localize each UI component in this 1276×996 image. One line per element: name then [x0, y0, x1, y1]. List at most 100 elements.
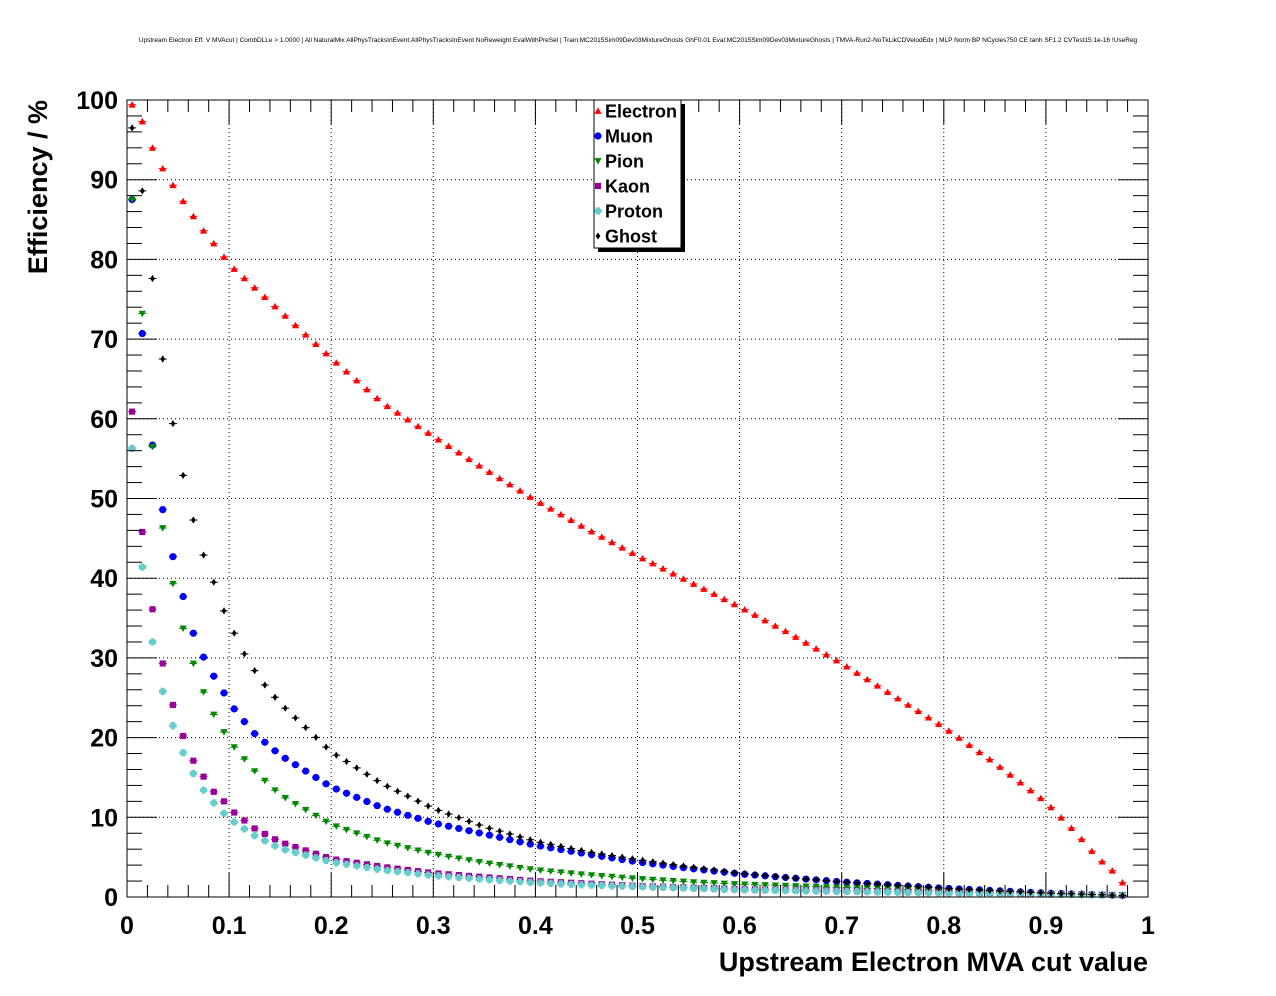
point-marker: [1089, 890, 1095, 899]
point-marker: [741, 886, 749, 894]
x-tick-label: 0.3: [416, 912, 451, 940]
point-marker: [812, 645, 820, 652]
point-marker: [935, 889, 943, 897]
point-marker: [190, 757, 197, 764]
point-marker: [210, 672, 218, 680]
point-marker: [792, 633, 800, 640]
point-marker: [935, 720, 943, 727]
point-marker: [720, 885, 728, 893]
y-tick-label: 70: [90, 326, 118, 354]
point-marker: [649, 883, 657, 891]
point-marker: [465, 857, 473, 864]
point-marker: [476, 821, 482, 829]
point-marker: [434, 436, 443, 443]
point-marker: [189, 629, 197, 637]
point-marker: [506, 877, 514, 885]
point-marker: [536, 879, 545, 887]
y-tick-label: 60: [90, 406, 118, 434]
point-marker: [261, 293, 269, 301]
point-marker: [272, 693, 278, 701]
point-marker: [312, 340, 320, 348]
point-marker: [170, 419, 176, 428]
point-marker: [843, 663, 851, 670]
point-marker: [710, 590, 718, 598]
point-marker: [241, 817, 248, 824]
x-tick-label: 0.9: [1029, 912, 1064, 940]
point-marker: [594, 107, 602, 114]
point-marker: [128, 101, 136, 108]
point-marker: [690, 884, 698, 892]
point-marker: [414, 847, 422, 854]
point-marker: [669, 878, 677, 885]
point-marker: [649, 559, 657, 567]
point-marker: [169, 722, 177, 730]
point-marker: [792, 887, 800, 895]
point-marker: [741, 881, 749, 889]
point-marker: [475, 858, 483, 866]
point-marker: [1038, 889, 1044, 897]
point-marker: [373, 837, 381, 844]
point-marker: [547, 879, 555, 887]
point-marker: [303, 724, 309, 732]
point-marker: [179, 197, 187, 205]
point-marker: [965, 889, 973, 897]
point-marker: [594, 207, 602, 215]
point-marker: [1120, 891, 1125, 900]
point-marker: [781, 627, 790, 635]
point-marker: [373, 394, 381, 402]
axis-ticks: [126, 99, 1149, 898]
point-marker: [436, 806, 441, 814]
point-marker: [812, 883, 820, 891]
point-marker: [864, 879, 870, 888]
point-marker: [1037, 794, 1045, 802]
point-marker: [211, 578, 217, 586]
point-marker: [199, 689, 208, 696]
point-marker: [1098, 858, 1106, 865]
point-marker: [291, 800, 300, 808]
point-marker: [240, 756, 249, 763]
point-marker: [446, 810, 451, 818]
point-marker: [691, 863, 696, 871]
point-marker: [230, 818, 238, 826]
point-marker: [547, 505, 555, 512]
point-marker: [1006, 771, 1014, 778]
point-marker: [936, 884, 942, 892]
point-marker: [485, 876, 494, 884]
point-marker: [568, 844, 574, 853]
point-marker: [526, 493, 534, 500]
point-marker: [618, 874, 626, 882]
point-marker: [628, 875, 636, 882]
point-marker: [291, 761, 300, 769]
point-marker: [342, 860, 351, 868]
point-marker: [302, 767, 310, 775]
point-marker: [538, 838, 543, 846]
point-marker: [312, 773, 320, 782]
point-marker: [659, 883, 667, 892]
point-marker: [139, 187, 145, 195]
point-marker: [875, 880, 880, 888]
point-marker: [1079, 890, 1084, 898]
point-marker: [792, 883, 800, 890]
point-marker: [526, 840, 534, 848]
point-marker: [251, 284, 259, 291]
point-marker: [210, 788, 217, 795]
tick-labels: 0 0.1 0.2 0.3 0.4 0.5 0.6 0.7 0.8 0.9 101020304050…: [76, 87, 1155, 940]
point-marker: [507, 830, 513, 838]
point-marker: [720, 595, 728, 603]
point-marker: [771, 882, 779, 889]
point-marker: [659, 877, 667, 884]
point-marker: [536, 867, 545, 874]
point-marker: [598, 533, 606, 540]
point-marker: [751, 611, 759, 618]
point-marker: [650, 858, 656, 866]
legend-item-muon: Muon: [594, 127, 653, 147]
point-marker: [945, 889, 953, 897]
point-marker: [793, 874, 799, 882]
point-marker: [455, 873, 463, 882]
point-marker: [669, 570, 677, 577]
point-marker: [1007, 887, 1013, 895]
point-marker: [711, 866, 717, 874]
point-marker: [679, 575, 688, 582]
point-marker: [609, 851, 615, 860]
point-marker: [721, 867, 727, 875]
